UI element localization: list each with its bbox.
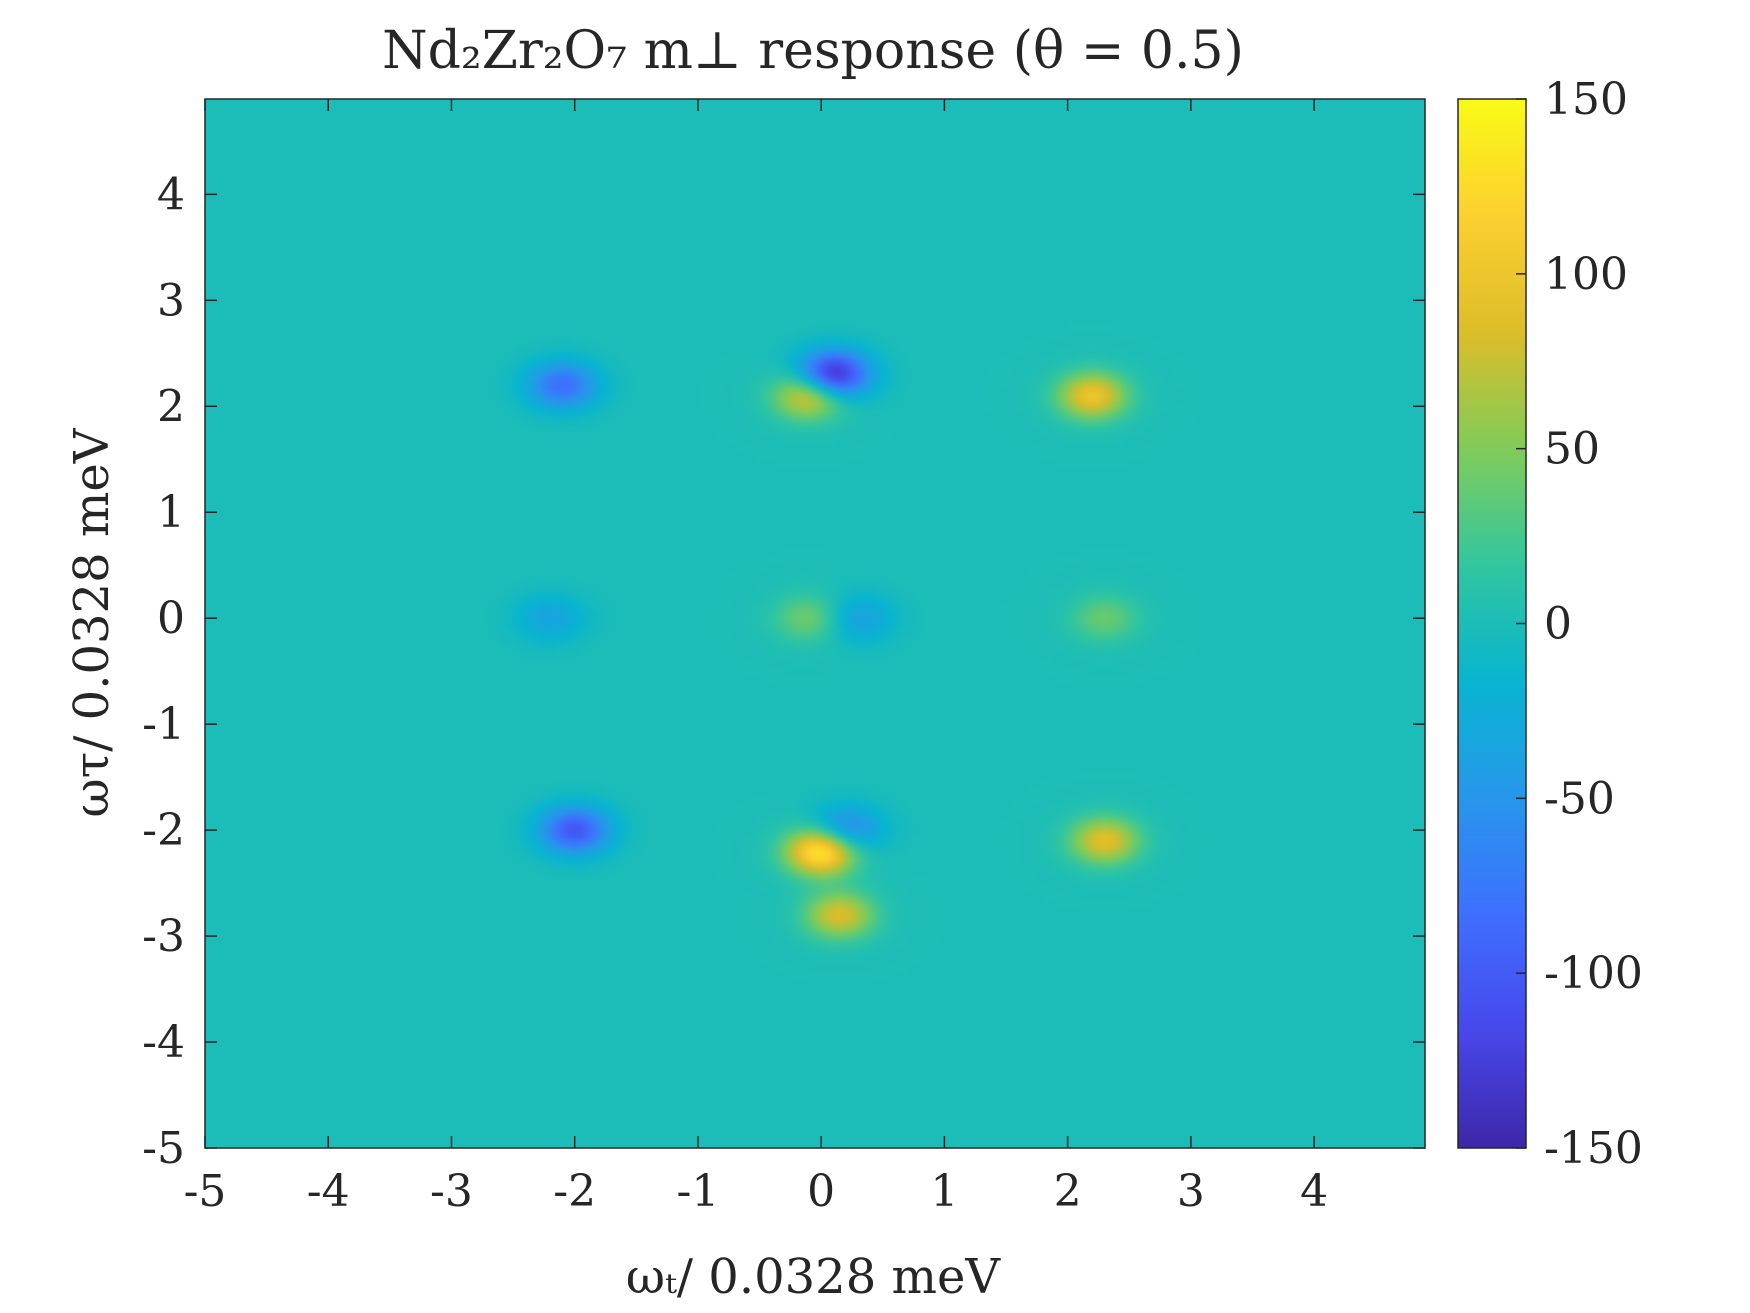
y-axis-title: ωτ/ 0.0328 meV — [64, 427, 120, 817]
x-tick-label: 0 — [807, 1166, 835, 1217]
x-tick-label: -3 — [430, 1166, 473, 1217]
x-tick-label: 4 — [1300, 1166, 1328, 1217]
colorbar-tick-label: -50 — [1544, 773, 1615, 824]
plot-frame — [204, 98, 1426, 1149]
colorbar-tick-label: -100 — [1544, 948, 1643, 999]
y-tick-label: -4 — [142, 1017, 185, 1068]
y-tick-label: 3 — [157, 275, 185, 326]
x-tick-label: 2 — [1054, 1166, 1082, 1217]
y-tick-label: -5 — [142, 1123, 185, 1174]
x-tick-label: 1 — [930, 1166, 958, 1217]
chart-title: Nd₂Zr₂O₇ m⊥ response (θ = 0.5) — [382, 21, 1244, 81]
x-tick-label: 3 — [1177, 1166, 1205, 1217]
y-tick-label: 4 — [157, 169, 185, 220]
colorbar-ticks: -150 -100 -50 0 50 100 150 — [1516, 74, 1643, 1174]
y-axis-ticks: -5 -4 -3 -2 -1 0 1 2 3 4 — [142, 169, 1425, 1174]
colorbar-tick-label: -150 — [1544, 1123, 1643, 1174]
x-tick-label: -2 — [553, 1166, 596, 1217]
y-tick-label: 2 — [157, 381, 185, 432]
y-tick-label: -2 — [142, 805, 185, 856]
colorbar-tick-label: 0 — [1544, 599, 1572, 650]
y-tick-label: -1 — [142, 699, 185, 750]
x-tick-label: -4 — [307, 1166, 350, 1217]
heatmap-area — [204, 98, 1426, 1149]
x-tick-label: -5 — [184, 1166, 227, 1217]
colorbar: -150 -100 -50 0 50 100 150 — [1457, 74, 1643, 1174]
colorbar-gradient — [1457, 98, 1527, 1149]
y-tick-label: 0 — [157, 593, 185, 644]
x-axis-title: ωₜ/ 0.0328 meV — [626, 1249, 1002, 1305]
x-axis-ticks: -5 -4 -3 -2 -1 0 1 2 3 4 — [184, 99, 1328, 1217]
x-tick-label: -1 — [676, 1166, 719, 1217]
y-tick-label: -3 — [142, 911, 185, 962]
y-tick-label: 1 — [157, 487, 185, 538]
colorbar-tick-label: 50 — [1544, 424, 1600, 475]
heatmap-image — [205, 99, 1425, 1148]
colorbar-tick-label: 150 — [1544, 74, 1628, 125]
colorbar-tick-label: 100 — [1544, 249, 1628, 300]
